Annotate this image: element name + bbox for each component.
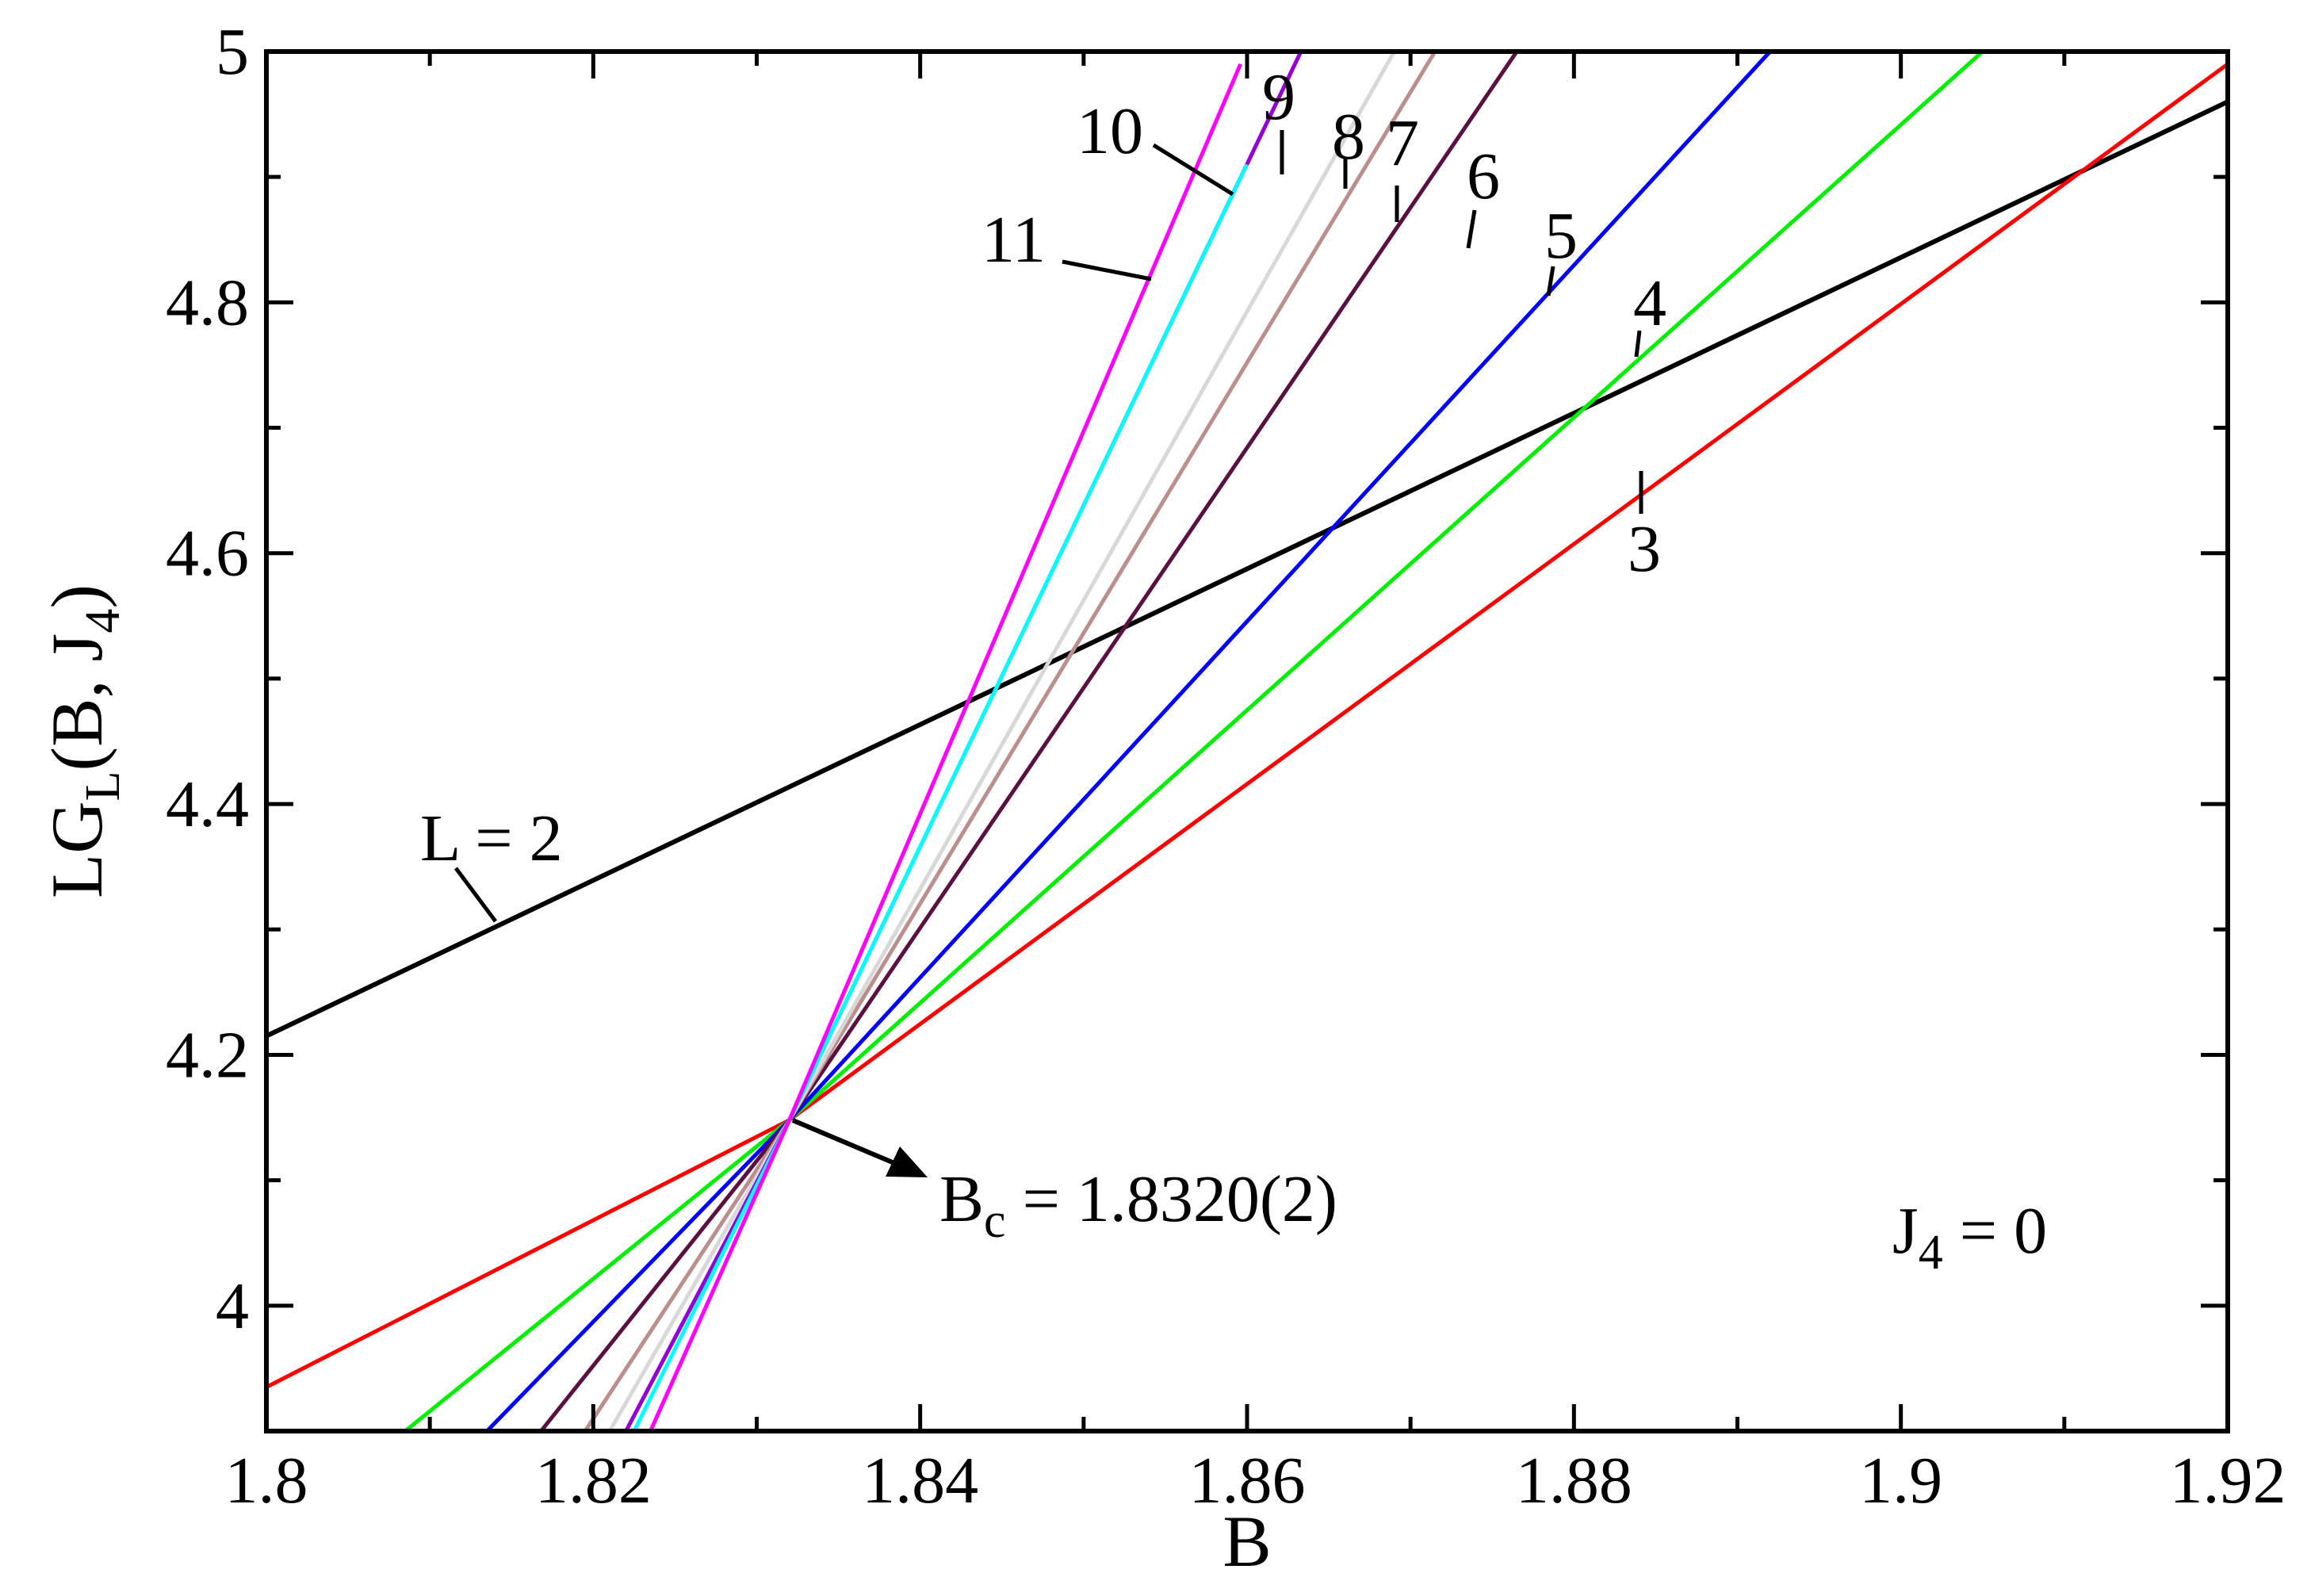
y-tick-label: 4.8 — [166, 266, 249, 339]
bc-annotation-sub: c — [984, 1194, 1006, 1248]
bc-annotation: Bc = 1.8320(2) — [939, 1162, 1337, 1248]
j4-annotation: J4 = 0 — [1892, 1194, 2047, 1280]
y-tick-label: 4.6 — [166, 517, 249, 591]
curve-label-leader-5 — [1546, 266, 1555, 297]
bc-arrow-shaft — [791, 1118, 896, 1165]
x-tick-label: 1.82 — [535, 1444, 652, 1518]
curve-label-5: 5 — [1544, 199, 1578, 273]
y-axis-title-close: ) — [36, 584, 117, 609]
x-tick-label: 1.8 — [225, 1444, 308, 1518]
j4-annotation-main: J — [1892, 1194, 1919, 1268]
series-line-2 — [265, 99, 2229, 1039]
curve-label-9: 9 — [1262, 60, 1295, 134]
curve-label-leader-11 — [1062, 259, 1152, 281]
x-axis-title: B — [1222, 1501, 1271, 1582]
curve-label-4: 4 — [1633, 266, 1666, 340]
curve-label-leader-4 — [1634, 330, 1642, 358]
x-tick-label: 1.9 — [1859, 1444, 1942, 1518]
bc-annotation-main: B — [939, 1162, 984, 1236]
bc-arrow-head — [886, 1146, 928, 1177]
y-tick-label: 4.4 — [166, 767, 249, 841]
y-tick-label: 5 — [216, 15, 249, 89]
curve-label-10: 10 — [1077, 94, 1143, 168]
series-line-11 — [649, 63, 1243, 1433]
curve-label-2: L = 2 — [420, 802, 563, 875]
y-axis-title: LGL(B, J4) — [36, 584, 130, 898]
y-axis-title-sub: L — [76, 771, 130, 801]
y-tick-label: 4 — [216, 1269, 249, 1343]
y-tick-label: 4.2 — [166, 1018, 249, 1092]
y-axis-title-args-sub: 4 — [76, 609, 130, 633]
curve-label-leader-6 — [1466, 209, 1477, 249]
y-axis-title-args: (B, J — [36, 633, 117, 771]
x-tick-label: 1.86 — [1189, 1444, 1306, 1518]
curve-label-8: 8 — [1332, 100, 1365, 174]
x-tick-label: 1.84 — [862, 1444, 978, 1518]
curve-label-leader-2 — [453, 867, 498, 923]
bc-annotation-value: = 1.8320(2) — [1006, 1162, 1337, 1236]
x-tick-label: 1.92 — [2170, 1444, 2286, 1518]
curve-label-11: 11 — [981, 203, 1046, 277]
tick-layer: 1.8 1.82 1.84 1.86 1.88 1.9 1.92 4 4.2 4.4 4.6 4.8 5 — [166, 15, 2286, 1518]
series-layer — [265, 50, 2229, 1433]
x-tick-label: 1.88 — [1516, 1444, 1632, 1518]
curve-label-3: 3 — [1628, 512, 1661, 586]
j4-annotation-value: = 0 — [1943, 1194, 2047, 1268]
j4-annotation-sub: 4 — [1919, 1226, 1943, 1280]
curve-label-7: 7 — [1386, 106, 1419, 180]
curve-label-6: 6 — [1467, 140, 1500, 213]
curve-label-leader-10 — [1152, 143, 1234, 197]
y-axis-title-main: LG — [36, 801, 117, 898]
